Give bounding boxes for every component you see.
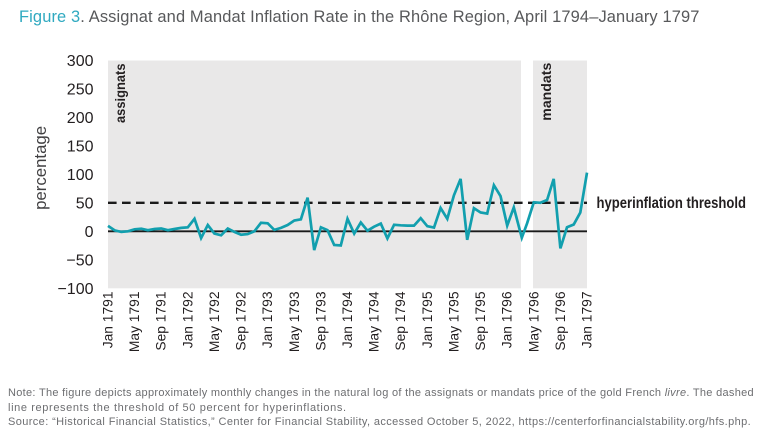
svg-text:May 1796: May 1796 [526, 291, 541, 352]
svg-text:Sep 1795: Sep 1795 [473, 291, 488, 350]
svg-text:Jan 1792: Jan 1792 [180, 292, 195, 349]
svg-text:Sep 1794: Sep 1794 [393, 291, 408, 350]
svg-text:May 1792: May 1792 [207, 292, 222, 353]
svg-text:150: 150 [67, 138, 94, 155]
svg-text:50: 50 [76, 195, 94, 212]
svg-text:mandats: mandats [538, 62, 554, 120]
svg-text:Jan 1793: Jan 1793 [260, 291, 275, 348]
svg-text:Jan 1795: Jan 1795 [420, 291, 435, 348]
svg-text:300: 300 [67, 53, 94, 70]
svg-text:100: 100 [67, 167, 94, 184]
svg-text:May 1794: May 1794 [367, 291, 382, 352]
svg-text:Sep 1793: Sep 1793 [313, 291, 328, 350]
svg-text:Jan 1797: Jan 1797 [580, 292, 595, 349]
svg-text:250: 250 [67, 81, 94, 98]
svg-text:May 1793: May 1793 [287, 291, 302, 352]
svg-text:Sep 1796: Sep 1796 [553, 291, 568, 350]
svg-text:200: 200 [67, 110, 94, 127]
svg-text:Sep 1792: Sep 1792 [234, 292, 249, 351]
svg-text:−50: −50 [66, 252, 93, 269]
svg-text:Sep 1791: Sep 1791 [154, 292, 169, 351]
svg-text:Jan 1791: Jan 1791 [101, 292, 116, 349]
svg-text:hyperinflation threshold: hyperinflation threshold [597, 195, 747, 212]
svg-text:Jan 1796: Jan 1796 [500, 291, 515, 348]
svg-text:Jan 1794: Jan 1794 [340, 291, 355, 348]
svg-text:percentage: percentage [31, 126, 50, 210]
svg-text:assignats: assignats [112, 63, 128, 123]
svg-text:May 1795: May 1795 [446, 291, 461, 352]
svg-text:−100: −100 [57, 281, 93, 298]
svg-text:May 1791: May 1791 [127, 292, 142, 353]
svg-text:0: 0 [85, 224, 94, 241]
